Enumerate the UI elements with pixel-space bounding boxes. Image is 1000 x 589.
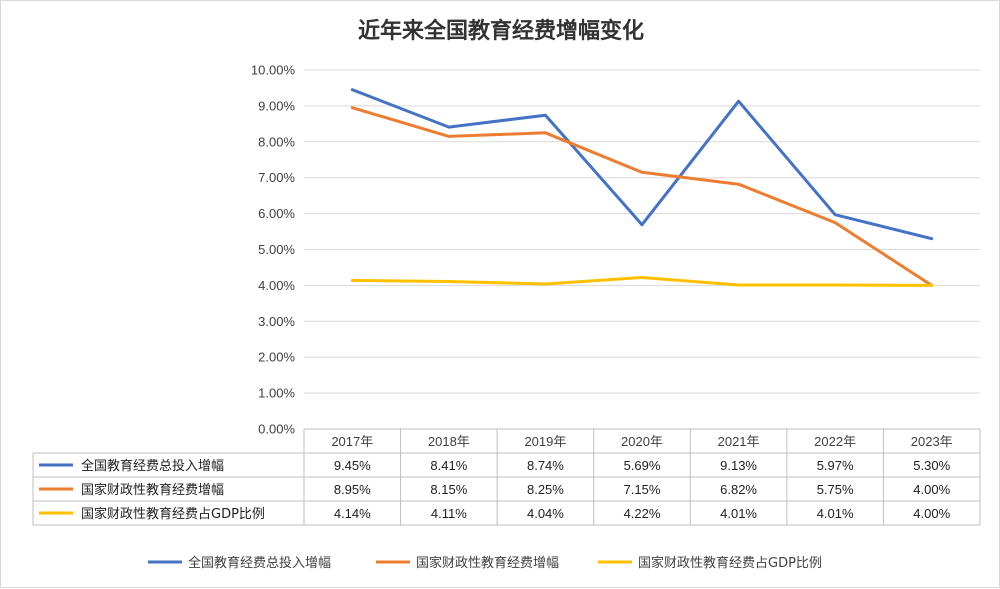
x-tick-label: 2022年 (814, 434, 856, 449)
data-label: 5.30% (913, 458, 950, 473)
x-tick-label: 2017年 (331, 434, 373, 449)
data-label: 4.00% (913, 506, 950, 521)
data-label: 4.00% (913, 482, 950, 497)
x-tick-label: 2021年 (718, 434, 760, 449)
y-tick-label: 4.00% (258, 278, 295, 293)
y-tick-label: 3.00% (258, 314, 295, 329)
y-tick-label: 2.00% (258, 350, 295, 365)
y-tick-label: 10.00% (251, 63, 296, 78)
series-line (350, 88, 934, 241)
data-label: 9.13% (720, 458, 757, 473)
y-tick-label: 1.00% (258, 386, 295, 401)
table-row-label: 国家财政性教育经费增幅 (81, 482, 224, 498)
y-tick-label: 6.00% (258, 206, 295, 221)
x-tick-label: 2019年 (524, 434, 566, 449)
x-tick-label: 2018年 (428, 434, 470, 449)
data-label: 4.01% (817, 506, 854, 521)
data-label: 9.45% (334, 458, 371, 473)
data-label: 4.14% (334, 506, 371, 521)
x-tick-label: 2023年 (911, 434, 953, 449)
y-tick-label: 9.00% (258, 98, 295, 113)
x-tick-label: 2020年 (621, 434, 663, 449)
y-tick-label: 5.00% (258, 242, 295, 257)
legend: 全国教育经费总投入增幅 国家财政性教育经费增幅 国家财政性教育经费占GDP比例 (148, 555, 822, 571)
data-label: 8.41% (430, 458, 467, 473)
table-row-label: 国家财政性教育经费占GDP比例 (81, 506, 265, 522)
data-label: 8.25% (527, 482, 564, 497)
data-label: 5.97% (817, 458, 854, 473)
series-lines (350, 88, 934, 287)
y-axis-ticks: 0.00% 1.00% 2.00% 3.00% 4.00% 5.00% 6.00% 7.00%… (251, 63, 296, 437)
data-label: 4.11% (431, 506, 467, 521)
legend-entry: 国家财政性教育经费占GDP比例 (638, 555, 822, 571)
series-line (350, 106, 934, 287)
data-label: 4.22% (624, 506, 661, 521)
grid-lines (304, 69, 980, 394)
data-label: 8.95% (334, 482, 371, 497)
data-label: 8.74% (527, 458, 564, 473)
data-label: 5.69% (624, 458, 661, 473)
series-line (350, 276, 934, 287)
table-row-label: 全国教育经费总投入增幅 (81, 458, 224, 474)
data-label: 7.15% (624, 482, 661, 497)
legend-entry: 全国教育经费总投入增幅 (188, 555, 331, 571)
data-table: 2017年 2018年 2019年 2020年 2021年 2022年 2023年全国教育经… (32, 428, 981, 526)
y-tick-label: 0.00% (258, 422, 295, 437)
data-label: 5.75% (817, 482, 854, 497)
data-label: 4.01% (720, 506, 757, 521)
legend-entry: 国家财政性教育经费增幅 (416, 555, 559, 571)
data-label: 6.82% (720, 482, 757, 497)
y-tick-label: 8.00% (258, 134, 295, 149)
data-label: 4.04% (527, 506, 564, 521)
y-tick-label: 7.00% (258, 170, 295, 185)
chart-title: 近年来全国教育经费增幅变化 (358, 18, 644, 44)
data-label: 8.15% (430, 482, 467, 497)
